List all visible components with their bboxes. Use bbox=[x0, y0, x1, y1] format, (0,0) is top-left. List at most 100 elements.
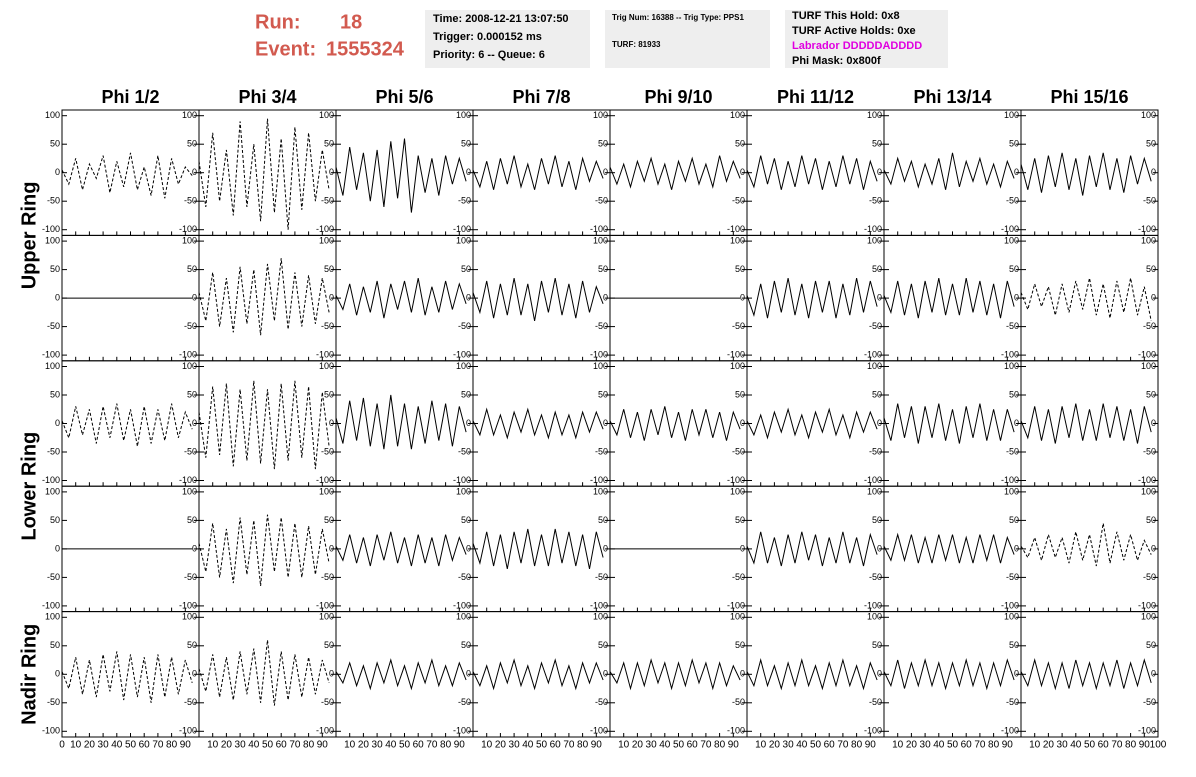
x-tick-label: 90 bbox=[865, 740, 877, 751]
y-tick-label: 50 bbox=[735, 640, 745, 650]
row-label: Upper Ring bbox=[18, 182, 40, 290]
y-tick-label: 0 bbox=[877, 418, 882, 428]
x-tick-label: 40 bbox=[659, 740, 671, 751]
info-line: TURF This Hold: 0x8 bbox=[792, 10, 900, 22]
y-tick-label: 0 bbox=[603, 167, 608, 177]
x-tick-label: 90 bbox=[728, 740, 740, 751]
y-tick-label: -100 bbox=[453, 475, 471, 485]
y-tick-label: -50 bbox=[1143, 572, 1156, 582]
y-tick-label: -50 bbox=[869, 697, 882, 707]
waveform bbox=[335, 138, 467, 213]
x-tick-label: 20 bbox=[769, 740, 781, 751]
y-tick-label: 50 bbox=[187, 515, 197, 525]
panel-frame bbox=[61, 109, 200, 236]
x-tick-label: 70 bbox=[152, 740, 164, 751]
y-tick-label: 50 bbox=[598, 389, 608, 399]
y-tick-label: 0 bbox=[1151, 669, 1156, 679]
y-tick-label: 0 bbox=[877, 669, 882, 679]
panel-frame bbox=[61, 360, 200, 487]
y-tick-label: 100 bbox=[867, 486, 882, 496]
waveform bbox=[198, 514, 330, 587]
waveform bbox=[883, 403, 1015, 444]
y-tick-label: -50 bbox=[732, 196, 745, 206]
y-tick-label: -50 bbox=[184, 572, 197, 582]
y-tick-label: -50 bbox=[321, 572, 334, 582]
y-tick-label: -100 bbox=[453, 224, 471, 234]
y-tick-label: -50 bbox=[732, 697, 745, 707]
y-tick-label: -100 bbox=[179, 726, 197, 736]
waveform bbox=[883, 532, 1015, 564]
y-tick-label: -50 bbox=[1006, 697, 1019, 707]
y-tick-label: -100 bbox=[179, 224, 197, 234]
y-tick-label: 0 bbox=[329, 418, 334, 428]
y-tick-label: 100 bbox=[730, 612, 745, 622]
y-tick-label: 100 bbox=[45, 235, 60, 245]
y-tick-label: 0 bbox=[466, 418, 471, 428]
y-tick-label: -100 bbox=[42, 726, 60, 736]
y-tick-label: 0 bbox=[1151, 543, 1156, 553]
x-tick-label: 50 bbox=[536, 740, 548, 751]
panel-frame bbox=[1020, 109, 1159, 236]
y-tick-label: -50 bbox=[595, 321, 608, 331]
x-tick-label: 70 bbox=[837, 740, 849, 751]
waveform bbox=[609, 406, 741, 441]
y-tick-label: 0 bbox=[1151, 418, 1156, 428]
y-tick-label: 100 bbox=[319, 235, 334, 245]
panel-frame bbox=[1020, 611, 1159, 738]
y-tick-label: 100 bbox=[1004, 361, 1019, 371]
y-tick-label: -50 bbox=[595, 697, 608, 707]
panel-frame bbox=[335, 485, 474, 613]
x-tick-label: 20 bbox=[1043, 740, 1055, 751]
y-tick-label: 100 bbox=[45, 361, 60, 371]
y-tick-label: -100 bbox=[1001, 475, 1019, 485]
y-tick-label: 0 bbox=[55, 167, 60, 177]
y-tick-label: -100 bbox=[316, 600, 334, 610]
y-tick-label: -50 bbox=[47, 697, 60, 707]
panel-frame bbox=[883, 234, 1022, 362]
waveform bbox=[198, 380, 330, 470]
x-tick-label: 60 bbox=[1098, 740, 1110, 751]
y-tick-label: 50 bbox=[50, 139, 60, 149]
y-tick-label: 50 bbox=[50, 264, 60, 274]
info-box bbox=[425, 10, 590, 68]
y-tick-label: -100 bbox=[316, 726, 334, 736]
panel-frame bbox=[746, 611, 885, 738]
y-tick-label: -100 bbox=[1138, 349, 1156, 359]
y-tick-label: 50 bbox=[1009, 389, 1019, 399]
panel-frame bbox=[1020, 360, 1159, 487]
waveform bbox=[883, 152, 1015, 190]
x-tick-label: 70 bbox=[289, 740, 301, 751]
y-tick-label: -50 bbox=[1143, 697, 1156, 707]
y-tick-label: 0 bbox=[192, 543, 197, 553]
x-tick-label: 20 bbox=[221, 740, 233, 751]
waveform bbox=[609, 155, 741, 190]
waveform bbox=[746, 155, 878, 190]
y-tick-label: -100 bbox=[179, 600, 197, 610]
y-tick-label: 0 bbox=[329, 292, 334, 302]
y-tick-label: -100 bbox=[453, 600, 471, 610]
x-tick-label: 70 bbox=[1111, 740, 1123, 751]
y-tick-label: -50 bbox=[1143, 446, 1156, 456]
y-tick-label: 100 bbox=[319, 612, 334, 622]
info-box bbox=[785, 10, 948, 68]
y-tick-label: 100 bbox=[730, 110, 745, 120]
x-tick-label: 70 bbox=[974, 740, 986, 751]
y-tick-label: -100 bbox=[864, 224, 882, 234]
info-line: Phi Mask: 0x800f bbox=[792, 55, 881, 67]
y-tick-label: -100 bbox=[316, 224, 334, 234]
y-tick-label: 100 bbox=[1141, 612, 1156, 622]
column-title: Phi 9/10 bbox=[644, 87, 712, 107]
waveform bbox=[335, 531, 467, 567]
y-tick-label: -50 bbox=[869, 321, 882, 331]
y-tick-label: -100 bbox=[42, 349, 60, 359]
y-tick-label: -50 bbox=[184, 321, 197, 331]
y-tick-label: 50 bbox=[872, 139, 882, 149]
y-tick-label: 100 bbox=[319, 361, 334, 371]
y-tick-label: -50 bbox=[595, 572, 608, 582]
y-tick-label: -100 bbox=[864, 600, 882, 610]
y-tick-label: 0 bbox=[55, 543, 60, 553]
y-tick-label: 100 bbox=[730, 486, 745, 496]
y-tick-label: 0 bbox=[603, 292, 608, 302]
panel-frame bbox=[609, 360, 748, 487]
